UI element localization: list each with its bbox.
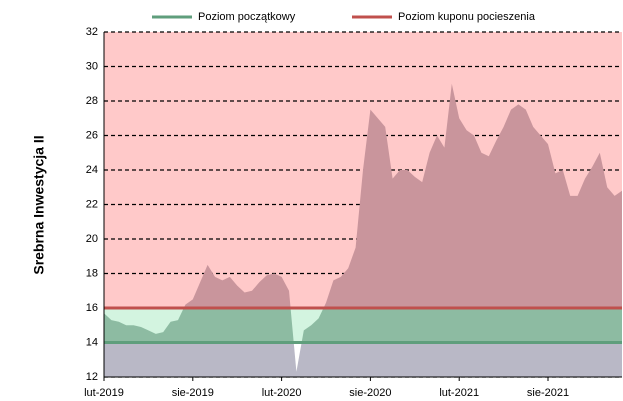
y-tick-label: 12 [86, 371, 98, 383]
y-tick-label: 24 [86, 164, 98, 176]
area-high [183, 83, 622, 308]
y-tick-label: 14 [86, 336, 98, 348]
y-tick-label: 20 [86, 233, 98, 245]
x-tick-label: lut-2019 [84, 387, 124, 399]
y-tick-label: 16 [86, 302, 98, 314]
x-tick-label: sie-2019 [172, 387, 214, 399]
y-tick-label: 32 [86, 26, 98, 38]
y-tick-label: 22 [86, 198, 98, 210]
area-low [104, 342, 622, 377]
x-tick-label: sie-2021 [527, 387, 569, 399]
legend-label: Poziom początkowy [198, 11, 296, 23]
y-axis-label: Srebrna Inwestycja II [31, 135, 47, 274]
area-mid [104, 308, 622, 343]
legend-label: Poziom kuponu pocieszenia [398, 11, 536, 23]
y-tick-label: 18 [86, 267, 98, 279]
x-tick-label: lut-2021 [439, 387, 479, 399]
y-tick-label: 30 [86, 60, 98, 72]
y-tick-label: 26 [86, 129, 98, 141]
y-tick-label: 28 [86, 95, 98, 107]
x-tick-label: lut-2020 [262, 387, 302, 399]
x-tick-label: sie-2020 [349, 387, 391, 399]
